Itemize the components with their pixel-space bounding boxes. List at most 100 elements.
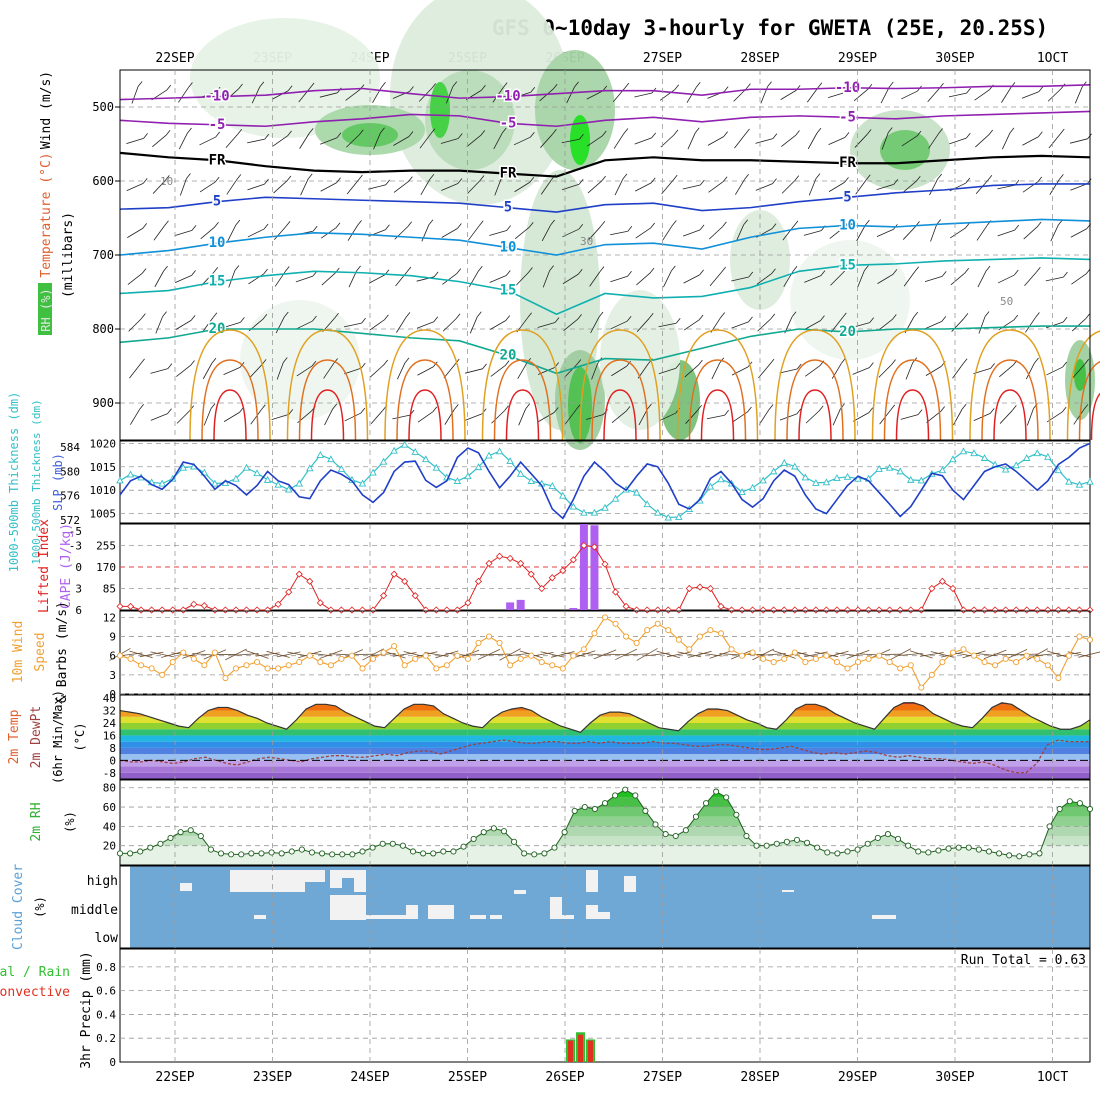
wind-barb-flag <box>434 317 438 322</box>
wind-barb-flag <box>964 313 968 318</box>
wind-speed-point <box>655 621 660 626</box>
wind-speed-point <box>276 666 281 671</box>
wind-barb-flag <box>1063 317 1067 322</box>
wind-barb <box>950 228 965 238</box>
rh-tick-label: 80 <box>103 782 116 795</box>
isotherm-5 <box>120 184 1090 212</box>
wind-barb-flag <box>967 88 971 93</box>
date-label-top: 29SEP <box>838 51 877 66</box>
cloud-level-label: low <box>95 931 119 946</box>
wind-barb-flag <box>963 359 967 364</box>
wind-barb <box>368 185 385 189</box>
wind-barb <box>926 366 941 375</box>
wind-speed-point <box>1066 653 1071 658</box>
wind-tick-label: 6 <box>109 650 116 663</box>
wind-barb-flag <box>407 267 411 272</box>
thickness-point <box>117 477 123 483</box>
wind-barb <box>853 368 870 375</box>
wind-speed-point <box>771 659 776 664</box>
wind-barb-flag <box>141 359 145 364</box>
wind-barb-flag <box>915 267 919 272</box>
rh-point <box>1027 852 1032 857</box>
wind-barb <box>709 182 724 193</box>
wind-barb-flag <box>362 318 366 323</box>
warm-isotherm <box>409 390 441 440</box>
wind-barb <box>710 272 722 286</box>
temp-tick-label: 8 <box>109 742 116 755</box>
wind-barb <box>126 138 143 143</box>
rh-point <box>299 847 304 852</box>
thickness-point <box>1024 455 1030 461</box>
wind-barb-flag <box>406 312 410 317</box>
wind-barb-flag <box>479 221 483 226</box>
wind-speed-point <box>940 659 945 664</box>
rh-point <box>208 847 213 852</box>
wind-barb-flag <box>1035 313 1039 318</box>
rh-point <box>168 835 173 840</box>
wind-speed-point <box>1035 656 1040 661</box>
wind-barb-flag <box>186 174 190 179</box>
rh-axis-label: RH (%) <box>39 288 53 331</box>
wind-barb-flag <box>699 315 703 320</box>
wind-barb-flag <box>168 409 172 414</box>
rh-point <box>451 849 456 854</box>
wind-barb-flag <box>696 82 700 87</box>
rh-point <box>653 822 658 827</box>
wind-barb-flag <box>602 176 606 181</box>
rh-point <box>1037 851 1042 856</box>
lifted-index-point <box>876 607 882 613</box>
wind-barb <box>804 231 821 236</box>
lifted-index-point <box>834 607 840 613</box>
lifted-index-point <box>233 607 239 613</box>
surface-wind-barb <box>625 654 649 655</box>
wind-speed-point <box>550 663 555 668</box>
wind-speed-point <box>349 653 354 658</box>
rh-point <box>511 839 516 844</box>
cape-bar <box>517 600 525 610</box>
rh-band <box>120 807 1090 817</box>
wind-speed-point <box>676 637 681 642</box>
wind-speed-point <box>687 647 692 652</box>
wind-barb <box>808 133 817 149</box>
lifted-index-point <box>823 607 829 613</box>
wind-barb <box>322 273 335 285</box>
isotherm-label: 15 <box>839 257 856 273</box>
wind-barb <box>296 276 313 282</box>
wind-speed-point <box>128 656 133 661</box>
rh-band <box>120 846 1090 865</box>
wind-barb-flag <box>264 224 268 229</box>
rh-point <box>613 793 618 798</box>
thickness-point <box>254 470 260 476</box>
wind-barb-flag <box>700 270 704 275</box>
wind-barb <box>204 409 211 426</box>
wind-speed-point <box>117 653 122 658</box>
lifted-index-point <box>992 607 998 613</box>
wind-barb <box>489 231 506 236</box>
wind-barb-flag <box>795 130 799 135</box>
rh-point <box>1007 853 1012 858</box>
wind-barb-flag <box>138 82 142 87</box>
wind-barb <box>977 226 987 241</box>
lifted-index-point <box>201 603 207 609</box>
isotherm-label: 5 <box>213 194 221 210</box>
thickness-point <box>244 465 250 471</box>
rh-point <box>461 844 466 849</box>
wind-barb <box>321 183 337 191</box>
lifted-index-point <box>1055 607 1061 613</box>
rh-point <box>239 852 244 857</box>
wind-speed-point <box>623 634 628 639</box>
lifted-index-point <box>644 607 650 613</box>
wind-barb <box>999 320 1014 330</box>
lifted-index-point <box>475 578 481 584</box>
wind-speed-point <box>739 653 744 658</box>
wind-barb-flag <box>891 405 895 410</box>
wind-barb-flag <box>989 130 993 135</box>
wind-barb-flag <box>429 220 433 225</box>
pre-frame <box>120 949 1090 1062</box>
isotherm-label: FR <box>839 155 856 171</box>
wind-speed-point <box>444 663 449 668</box>
wind-barb <box>901 91 917 99</box>
lifted-index-point <box>750 607 756 613</box>
rh-point <box>623 787 628 792</box>
cape-tick-label: 255 <box>96 540 116 553</box>
